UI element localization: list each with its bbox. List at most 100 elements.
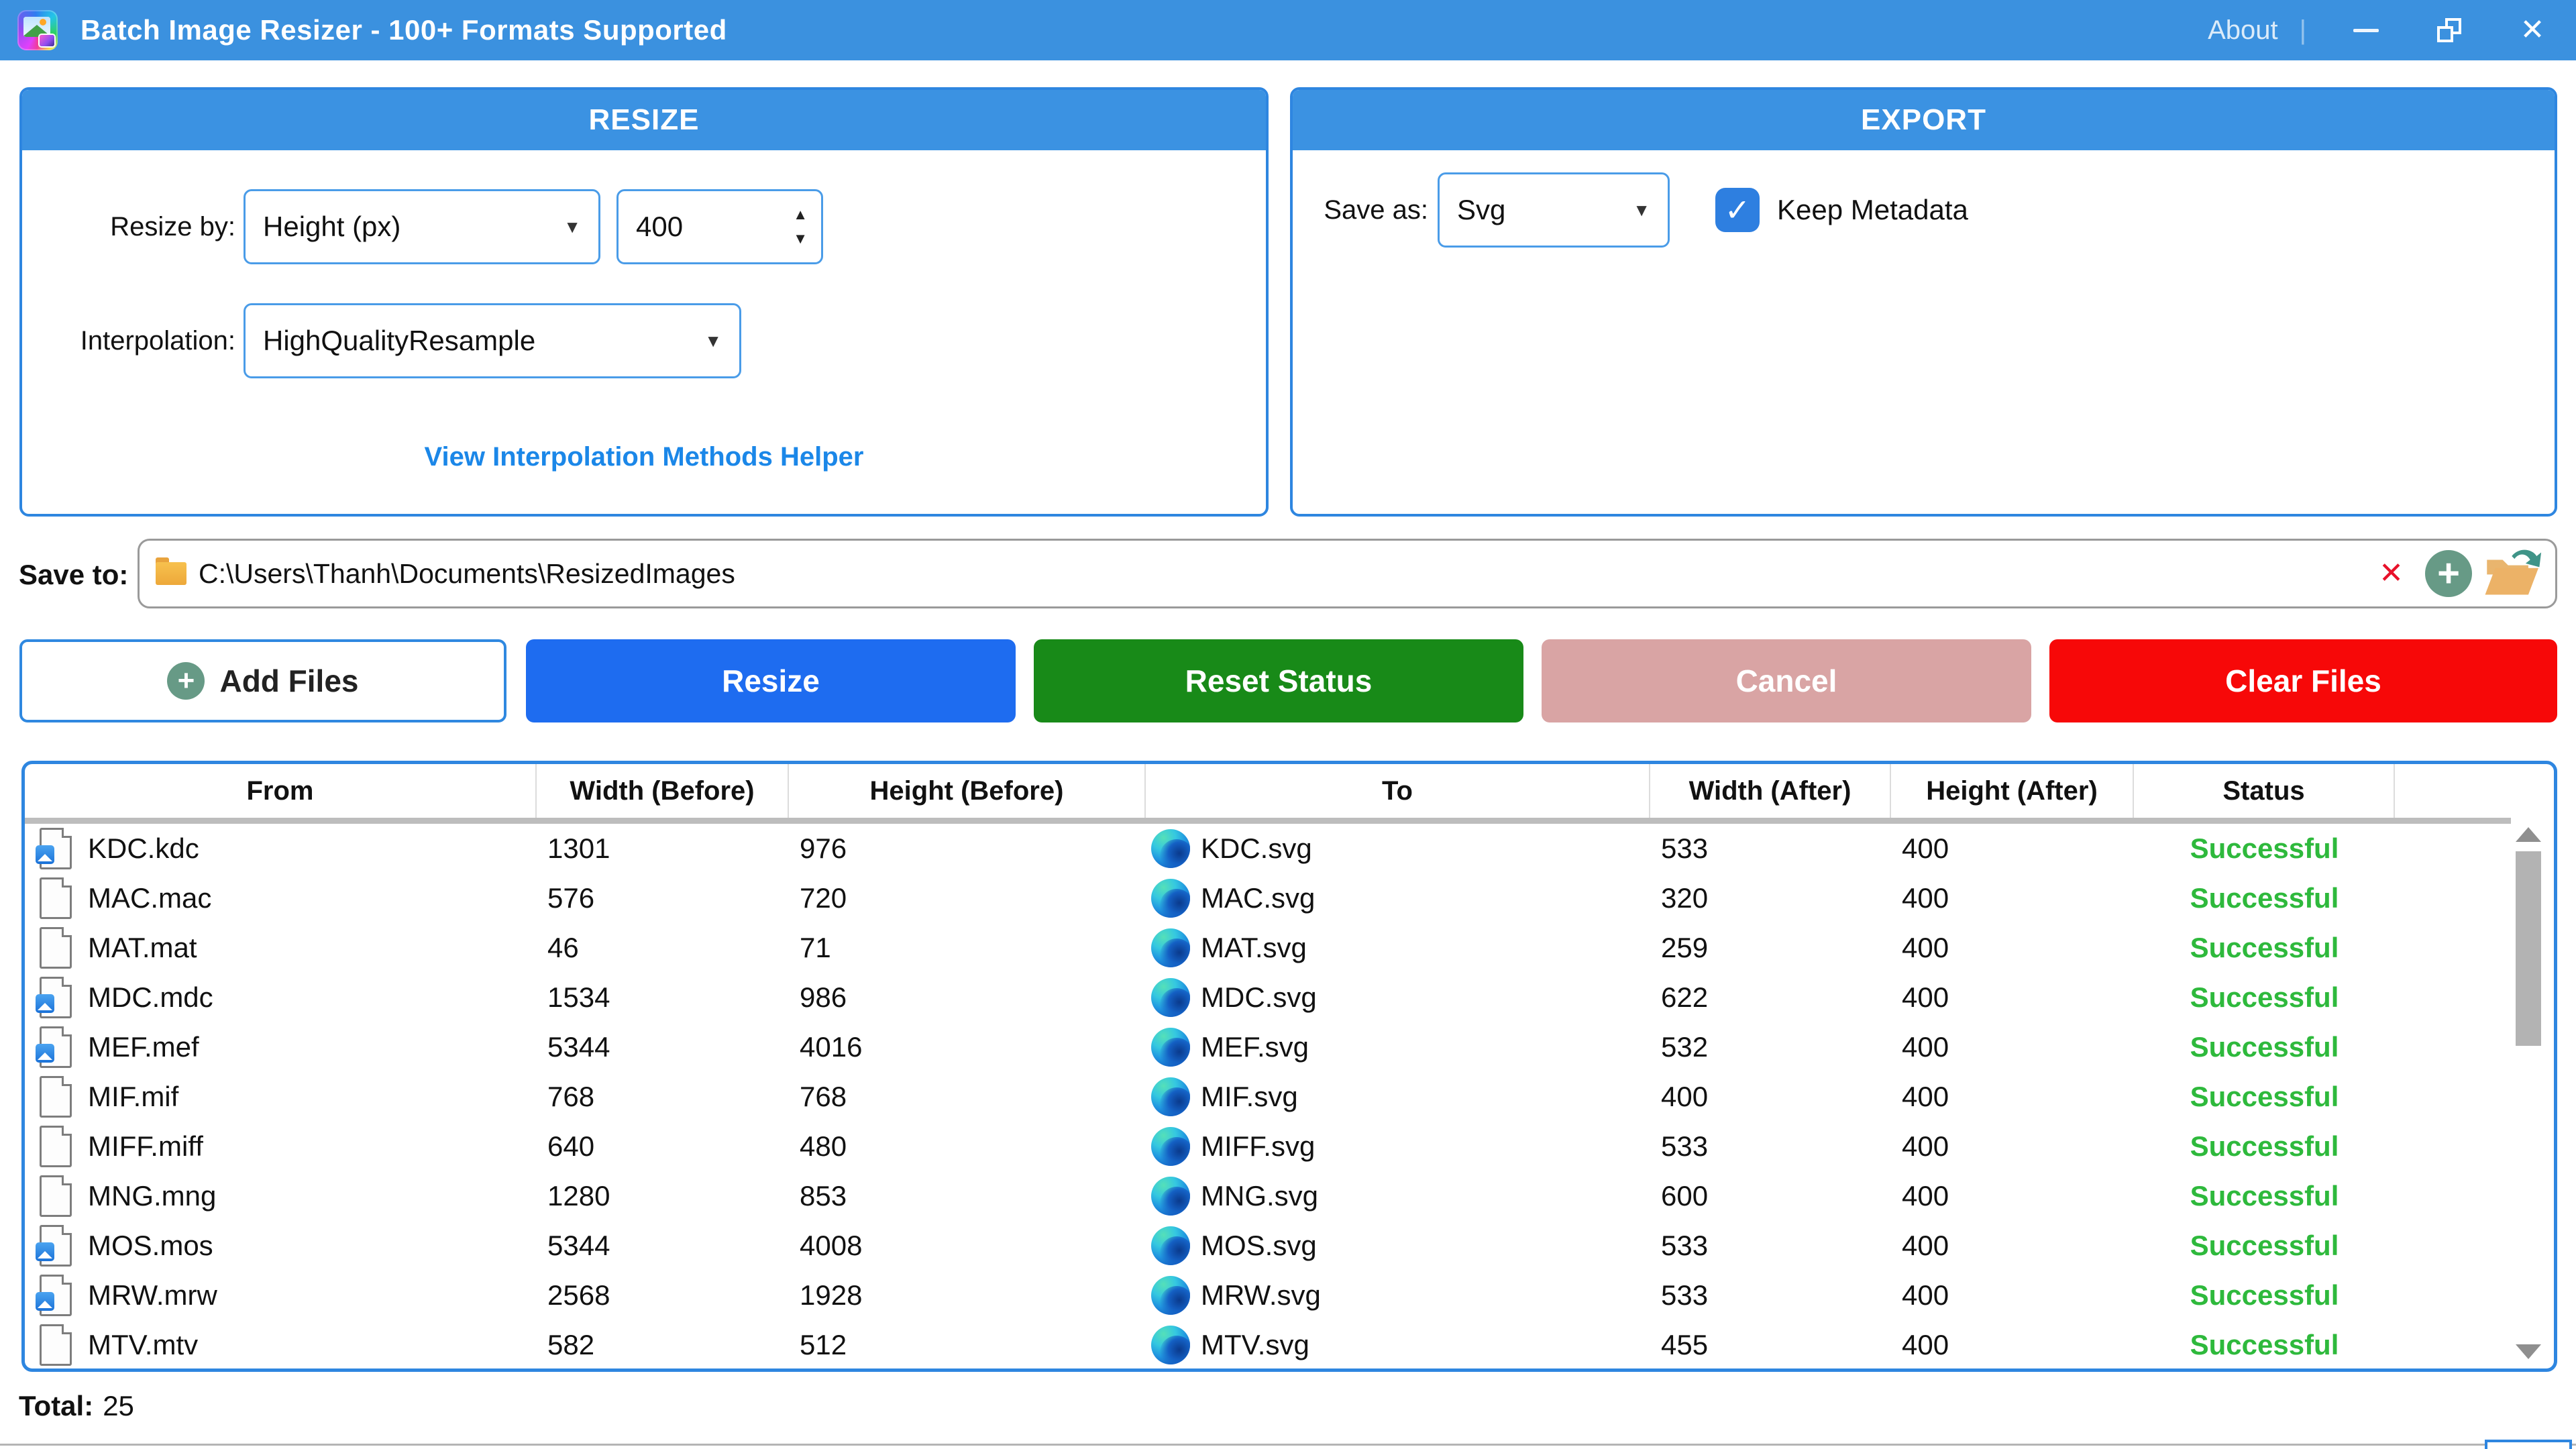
app-logo-icon [17, 10, 58, 50]
bottom-divider [0, 1444, 2576, 1446]
source-file-name: MIFF.miff [88, 1130, 203, 1162]
table-row[interactable]: MAT.mat 46 71 MAT.svg 259 400 Successful [25, 923, 2554, 973]
source-file-icon [36, 977, 72, 1018]
target-file-name: KDC.svg [1201, 833, 1312, 864]
column-header-height-before[interactable]: Height (Before) [789, 764, 1146, 818]
window-title: Batch Image Resizer - 100+ Formats Suppo… [80, 14, 727, 46]
table-row[interactable]: MTV.mtv 582 512 MTV.svg 455 400 Successf… [25, 1320, 2554, 1368]
spinner-up-icon[interactable]: ▲ [793, 206, 808, 223]
scrollbar-thumb[interactable] [2516, 851, 2541, 1046]
height-after-value: 400 [1902, 1031, 1949, 1063]
svg-file-icon [1151, 1028, 1190, 1067]
width-before-value: 46 [547, 932, 579, 963]
width-after-value: 455 [1661, 1329, 1709, 1360]
resize-by-dropdown[interactable]: Height (px) ▼ [244, 189, 600, 264]
source-file-name: MNG.mng [88, 1180, 217, 1212]
height-after-value: 400 [1902, 981, 1949, 1013]
target-file-name: MEF.svg [1201, 1031, 1309, 1063]
svg-file-icon [1151, 1226, 1190, 1265]
column-header-from[interactable]: From [25, 764, 537, 818]
resize-button[interactable]: Resize [526, 639, 1016, 722]
add-files-label: Add Files [219, 663, 359, 698]
source-file-name: MAT.mat [88, 932, 197, 963]
target-file-name: MDC.svg [1201, 981, 1317, 1013]
minimize-button[interactable] [2343, 7, 2390, 54]
cancel-button[interactable]: Cancel [1542, 639, 2031, 722]
height-before-value: 1928 [800, 1279, 863, 1311]
scroll-up-icon[interactable] [2516, 827, 2541, 842]
status-value: Successful [2190, 833, 2339, 864]
chevron-down-icon: ▼ [1633, 199, 1650, 220]
interpolation-dropdown[interactable]: HighQualityResample ▼ [244, 303, 741, 378]
target-file-name: MRW.svg [1201, 1279, 1321, 1311]
width-before-value: 1301 [547, 833, 610, 864]
table-row[interactable]: MDC.mdc 1534 986 MDC.svg 622 400 Success… [25, 973, 2554, 1022]
svg-file-icon [1151, 1127, 1190, 1166]
table-row[interactable]: MIFF.miff 640 480 MIFF.svg 533 400 Succe… [25, 1122, 2554, 1171]
table-header-row: From Width (Before) Height (Before) To Width… [25, 764, 2554, 818]
height-before-value: 480 [800, 1130, 847, 1162]
width-before-value: 640 [547, 1130, 595, 1162]
reset-status-button[interactable]: Reset Status [1034, 639, 1523, 722]
export-panel-header: EXPORT [1293, 90, 2555, 150]
height-before-value: 986 [800, 981, 847, 1013]
close-button[interactable]: ✕ [2509, 7, 2556, 54]
scroll-down-icon[interactable] [2516, 1344, 2541, 1359]
height-before-value: 976 [800, 833, 847, 864]
source-file-name: MIF.mif [88, 1081, 179, 1112]
table-row[interactable]: KDC.kdc 1301 976 KDC.svg 533 400 Success… [25, 824, 2554, 873]
source-file-icon [36, 1225, 72, 1267]
target-file-name: MAC.svg [1201, 882, 1316, 914]
table-row[interactable]: MOS.mos 5344 4008 MOS.svg 533 400 Succes… [25, 1221, 2554, 1271]
svg-file-icon [1151, 1077, 1190, 1116]
keep-metadata-checkbox[interactable]: ✓ [1715, 188, 1760, 232]
column-header-to[interactable]: To [1146, 764, 1650, 818]
table-row[interactable]: MAC.mac 576 720 MAC.svg 320 400 Successf… [25, 873, 2554, 923]
close-icon: ✕ [2520, 13, 2545, 46]
column-header-width-before[interactable]: Width (Before) [537, 764, 789, 818]
chevron-down-icon: ▼ [704, 330, 722, 351]
height-after-value: 400 [1902, 833, 1949, 864]
height-before-value: 71 [800, 932, 831, 963]
column-header-status[interactable]: Status [2134, 764, 2395, 818]
browse-folder-icon[interactable] [2484, 549, 2543, 598]
interpolation-helper-link[interactable]: View Interpolation Methods Helper [424, 442, 864, 472]
save-as-dropdown[interactable]: Svg ▼ [1438, 172, 1670, 248]
height-before-value: 512 [800, 1329, 847, 1360]
table-row[interactable]: MRW.mrw 2568 1928 MRW.svg 533 400 Succes… [25, 1271, 2554, 1320]
clear-files-button[interactable]: Clear Files [2049, 639, 2557, 722]
clear-path-icon[interactable]: ✕ [2379, 557, 2404, 590]
height-before-value: 4016 [800, 1031, 863, 1063]
column-header-width-after[interactable]: Width (After) [1650, 764, 1891, 818]
vertical-scrollbar[interactable] [2514, 826, 2543, 1360]
restore-button[interactable] [2426, 7, 2473, 54]
status-value: Successful [2190, 1180, 2339, 1212]
table-row[interactable]: MIF.mif 768 768 MIF.svg 400 400 Successf… [25, 1072, 2554, 1122]
status-value: Successful [2190, 882, 2339, 914]
width-before-value: 768 [547, 1081, 595, 1112]
save-as-value: Svg [1457, 194, 1506, 225]
height-before-value: 720 [800, 882, 847, 914]
table-body: KDC.kdc 1301 976 KDC.svg 533 400 Success… [25, 824, 2554, 1368]
resize-amount-input[interactable]: 400 ▲ ▼ [616, 189, 823, 264]
source-file-icon [40, 877, 72, 919]
width-after-value: 533 [1661, 1279, 1709, 1311]
width-after-value: 259 [1661, 932, 1709, 963]
image-badge-icon [36, 1044, 54, 1063]
add-folder-icon[interactable]: + [2425, 550, 2472, 597]
image-badge-icon [36, 1292, 54, 1311]
column-header-height-after[interactable]: Height (After) [1891, 764, 2134, 818]
source-file-name: MAC.mac [88, 882, 212, 914]
about-menu-item[interactable]: About [2208, 15, 2278, 45]
column-header-filler [2395, 764, 2554, 818]
width-after-value: 533 [1661, 833, 1709, 864]
table-row[interactable]: MNG.mng 1280 853 MNG.svg 600 400 Success… [25, 1171, 2554, 1221]
save-to-path-input[interactable]: C:\Users\Thanh\Documents\ResizedImages ✕… [138, 539, 2557, 608]
svg-file-icon [1151, 1177, 1190, 1216]
keep-metadata-label: Keep Metadata [1777, 194, 1968, 225]
width-before-value: 1534 [547, 981, 610, 1013]
table-row[interactable]: MEF.mef 5344 4016 MEF.svg 532 400 Succes… [25, 1022, 2554, 1072]
spinner-down-icon[interactable]: ▼ [793, 230, 808, 247]
width-after-value: 320 [1661, 882, 1709, 914]
add-files-button[interactable]: + Add Files [19, 639, 506, 722]
